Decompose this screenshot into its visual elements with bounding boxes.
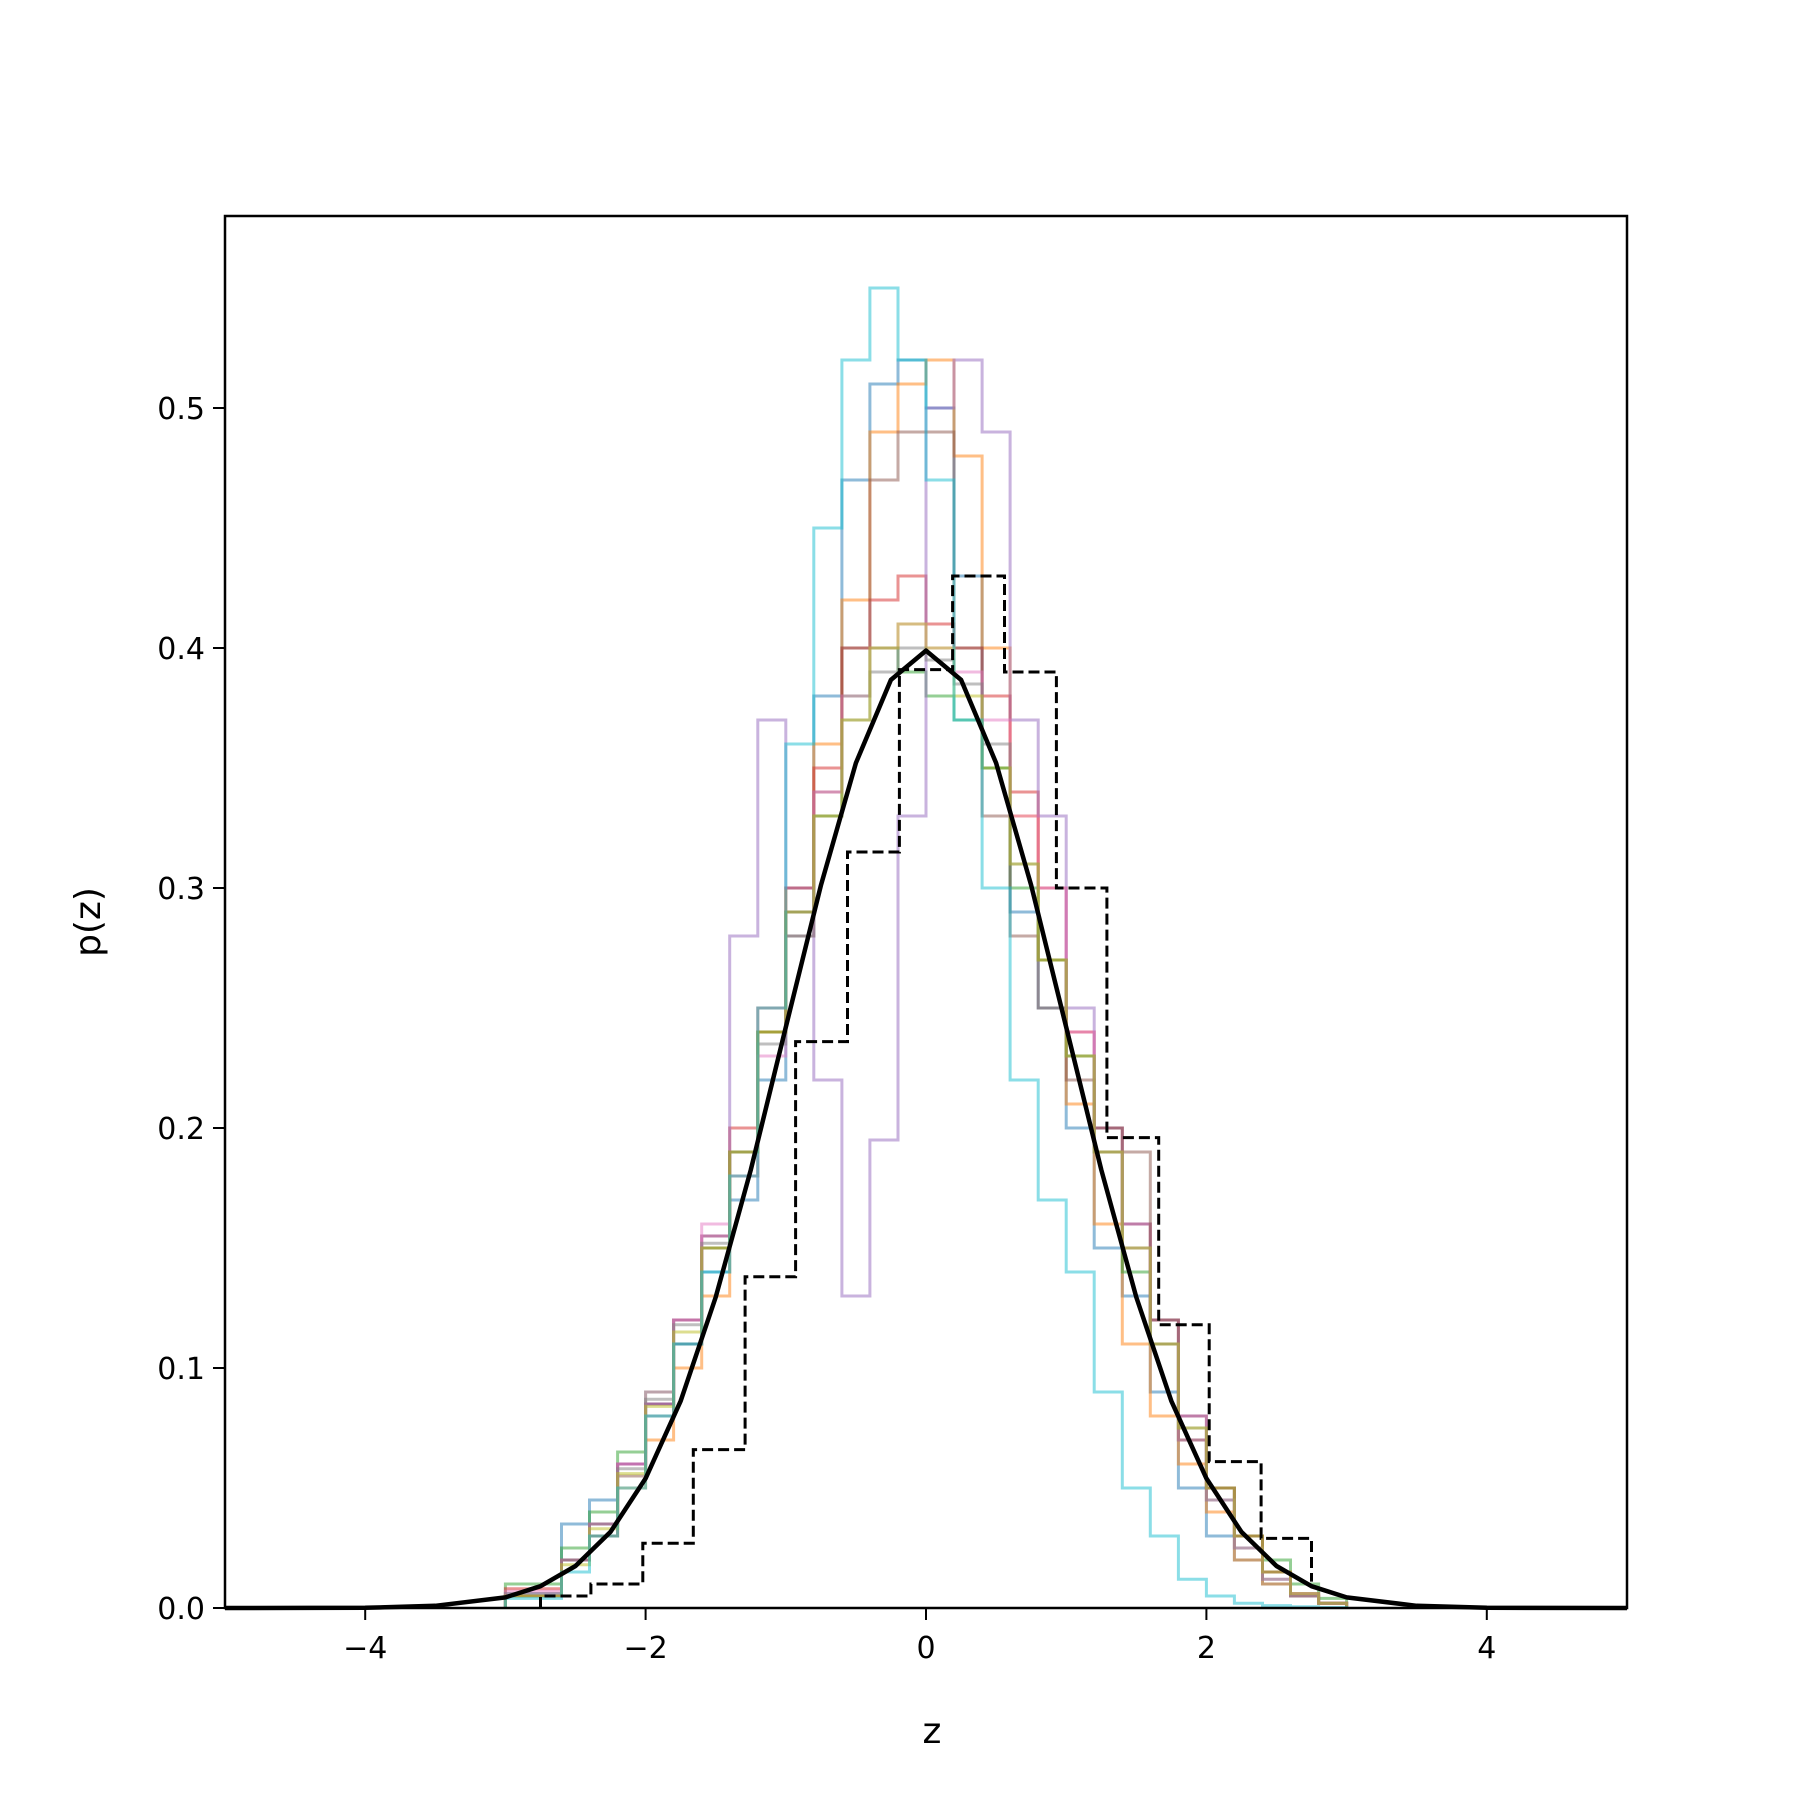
sample-histogram-2: [503, 358, 1349, 1608]
histogram-layer: [503, 286, 1349, 1609]
reference-histogram: [539, 574, 1313, 1608]
y-tick-label: 0.0: [157, 1592, 205, 1627]
x-tick-label: −2: [623, 1631, 667, 1666]
y-axis-label: p(z): [68, 887, 109, 957]
y-tick-label: 0.2: [157, 1112, 205, 1147]
y-tick-label: 0.4: [157, 632, 205, 667]
x-tick-label: 2: [1197, 1631, 1216, 1666]
x-tick-label: 4: [1477, 1631, 1496, 1666]
x-axis-label: z: [923, 1711, 942, 1752]
sample-histogram-10: [503, 286, 1349, 1609]
y-tick-label: 0.5: [157, 392, 205, 427]
x-axis-ticks: −4 −2 0 2 4: [343, 1608, 1496, 1666]
density-curve-layer: [224, 648, 1628, 1611]
reference-histogram-layer: [539, 574, 1313, 1608]
normal-density-curve: [224, 648, 1628, 1611]
y-tick-label: 0.1: [157, 1352, 205, 1387]
y-axis-ticks: 0.0 0.1 0.2 0.3 0.4 0.5: [157, 392, 225, 1627]
x-tick-label: −4: [343, 1631, 387, 1666]
y-tick-label: 0.3: [157, 872, 205, 907]
x-tick-label: 0: [916, 1631, 935, 1666]
